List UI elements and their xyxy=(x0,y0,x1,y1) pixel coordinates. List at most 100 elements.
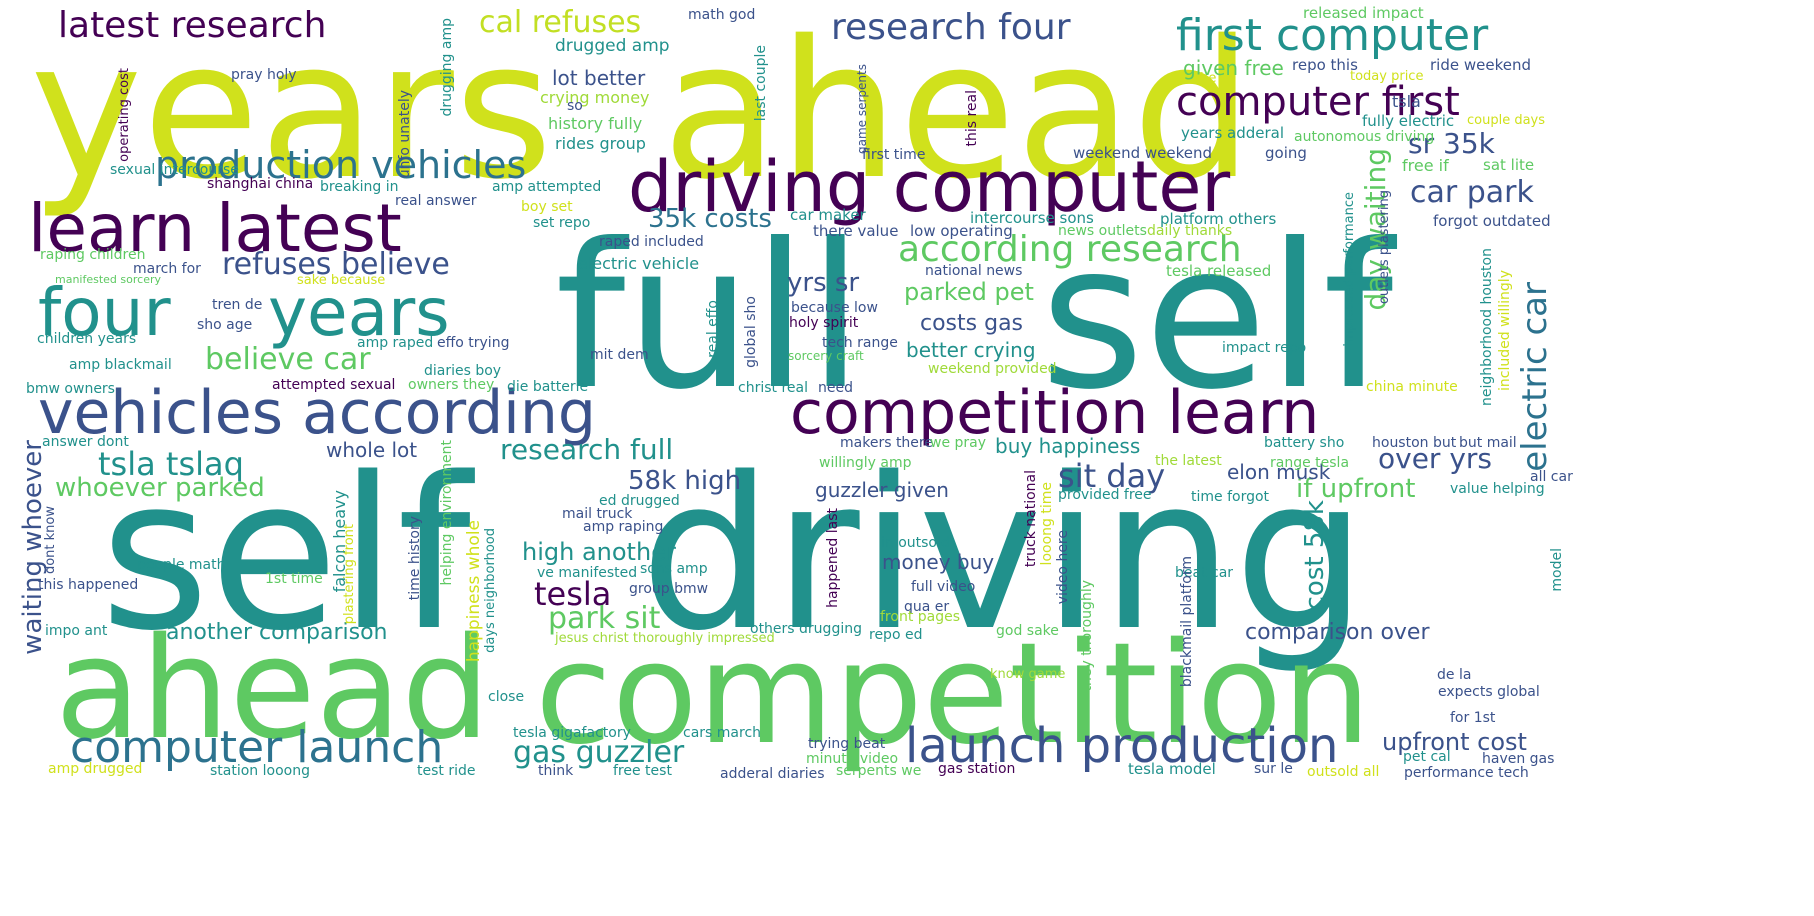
word-costs-gas: costs gas xyxy=(920,311,1024,336)
word-better-crying: better crying xyxy=(906,338,1036,362)
word-model: model xyxy=(1549,548,1565,592)
word-elon-musk: elon musk xyxy=(1227,460,1331,484)
word-years-adderal: years adderal xyxy=(1181,124,1285,142)
word-low-operating: low operating xyxy=(910,222,1013,240)
word-driving: driving xyxy=(640,432,1368,677)
word-intercourse-sons: intercourse sons xyxy=(970,209,1094,227)
word-manifested-sorcery: manifested sorcery xyxy=(55,273,162,286)
word-comparison-over: comparison over xyxy=(1245,620,1430,645)
word-video-here: video here xyxy=(1055,530,1071,605)
word-years-big: years xyxy=(30,0,553,221)
word-last-couple: last couple xyxy=(753,45,769,122)
word-impo-ant: impo ant xyxy=(45,623,108,639)
word-ride-weekend: ride weekend xyxy=(1430,56,1531,74)
word-pet-cal: pet cal xyxy=(1403,749,1451,765)
word-holy-spirit: holy spirit xyxy=(789,315,859,331)
word-money-buy: money buy xyxy=(882,550,995,574)
word-truck-national: truck national xyxy=(1023,470,1039,568)
word-need: need xyxy=(818,380,853,396)
word-we-pray: we pray xyxy=(930,435,987,451)
word-diaries-boy: diaries boy xyxy=(424,363,502,379)
word-history-fully: history fully xyxy=(548,114,643,133)
word-given-free: given free xyxy=(1183,56,1284,80)
word-time-forgot: time forgot xyxy=(1191,489,1270,505)
word-know-game: know game xyxy=(990,667,1066,682)
word-repo-this: repo this xyxy=(1292,56,1358,74)
word-the-latest: the latest xyxy=(1155,453,1222,469)
word-competition-learn: competition learn xyxy=(790,378,1320,448)
word-amp-attempted: amp attempted xyxy=(492,179,602,195)
word-sat-lite: sat lite xyxy=(1483,156,1535,174)
word-released-impact: released impact xyxy=(1303,4,1424,22)
word-impressed-performance: impressed performance xyxy=(1342,192,1357,347)
word-park-sit: park sit xyxy=(548,601,661,636)
word-pray-holy: pray holy xyxy=(231,67,297,83)
word-drugging-amp: drugging amp xyxy=(439,18,455,117)
word-cal-refuses: cal refuses xyxy=(479,5,642,40)
word-owners-they: owners they xyxy=(408,377,495,393)
word-china-minute: china minute xyxy=(1366,379,1458,395)
word-days-neighborhood: days neighborhood xyxy=(483,528,498,653)
word-march-for: march for xyxy=(133,261,201,277)
word-christ-real: christ real xyxy=(738,380,808,396)
word-electric-vehicle: electric vehicle xyxy=(578,254,700,273)
word-unfo-unately: unfo unately xyxy=(397,90,413,179)
word-four: four xyxy=(38,274,171,351)
word-amp-blackmail: amp blackmail xyxy=(69,357,172,373)
word-mail-truck: mail truck xyxy=(562,506,633,522)
word-another-comparison: another comparison xyxy=(166,620,388,645)
word-sho-age: sho age xyxy=(197,317,253,333)
word-whole-lot: whole lot xyxy=(326,438,418,462)
word-cost-58k: cost 58k xyxy=(1300,500,1330,611)
word-trying-beat: trying beat xyxy=(808,736,886,752)
word-first-time: first time xyxy=(862,147,926,163)
word-yrs-sr: yrs sr xyxy=(787,268,860,298)
word-58k-high: 58k high xyxy=(628,466,742,496)
word-driving-computer: driving computer xyxy=(628,146,1231,228)
word-answer-dont: answer dont xyxy=(42,434,129,450)
word-sr-35k: sr 35k xyxy=(1408,127,1495,160)
word-full: full xyxy=(555,201,864,434)
word-blackmail-platform: blackmail platform xyxy=(1179,556,1195,688)
word-computer-first: computer first xyxy=(1176,79,1460,125)
word-sur-le: sur le xyxy=(1254,761,1293,777)
word-car-maker: car maker xyxy=(790,206,866,224)
word-years-teal: years xyxy=(268,274,450,351)
word-buy-happiness: buy happiness xyxy=(995,434,1141,458)
word-ahead-big: ahead xyxy=(662,0,1253,221)
word-national-news: national news xyxy=(925,263,1023,279)
word-game-serpents: game serpents xyxy=(855,64,869,154)
word-guzzler-given: guzzler given xyxy=(815,478,949,502)
word-qua-er: qua er xyxy=(904,599,950,615)
word-de-la: de la xyxy=(1437,667,1472,683)
word-platform-others: platform others xyxy=(1160,210,1277,228)
word-performance-tech: performance tech xyxy=(1404,765,1529,781)
word-high-another: high another xyxy=(522,538,676,566)
word-so: so xyxy=(567,98,583,114)
word-in-outsold: in outsold xyxy=(881,535,950,551)
word-test-ride: test ride xyxy=(417,763,476,779)
word-global-sho: global sho xyxy=(743,296,759,368)
word-math-god: math god xyxy=(688,7,756,23)
word-amp-raping: amp raping xyxy=(583,519,664,535)
word-forgot-outdated: forgot outdated xyxy=(1433,212,1551,230)
word-today-price: today price xyxy=(1350,69,1424,84)
word-learn-latest: learn latest xyxy=(28,190,402,267)
word-weekend-weekend: weekend weekend xyxy=(1073,144,1213,162)
word-ve-manifested: ve manifested xyxy=(537,565,638,581)
word-makers-there: makers there xyxy=(840,435,933,451)
word-outsold-all: outsold all xyxy=(1307,764,1380,780)
word-falcon-heavy: falcon heavy xyxy=(330,490,349,593)
word-beat-car: beat car xyxy=(1175,565,1234,581)
word-electric-car: electric car xyxy=(1515,282,1555,472)
word-weekend-provided: weekend provided xyxy=(928,361,1057,377)
word-vehicles-according: vehicles according xyxy=(38,378,596,448)
word-news-outlets: news outlets xyxy=(1058,223,1147,239)
word-amp-raped: amp raped xyxy=(357,335,434,351)
word-lot-better: lot better xyxy=(552,66,646,90)
word-breaking-in: breaking in xyxy=(320,179,399,195)
word-this-real: this real xyxy=(964,90,980,147)
word-according-research: according research xyxy=(898,229,1242,270)
word-boy-set: boy set xyxy=(521,199,573,215)
word-for-1st: for 1st xyxy=(1450,710,1496,726)
